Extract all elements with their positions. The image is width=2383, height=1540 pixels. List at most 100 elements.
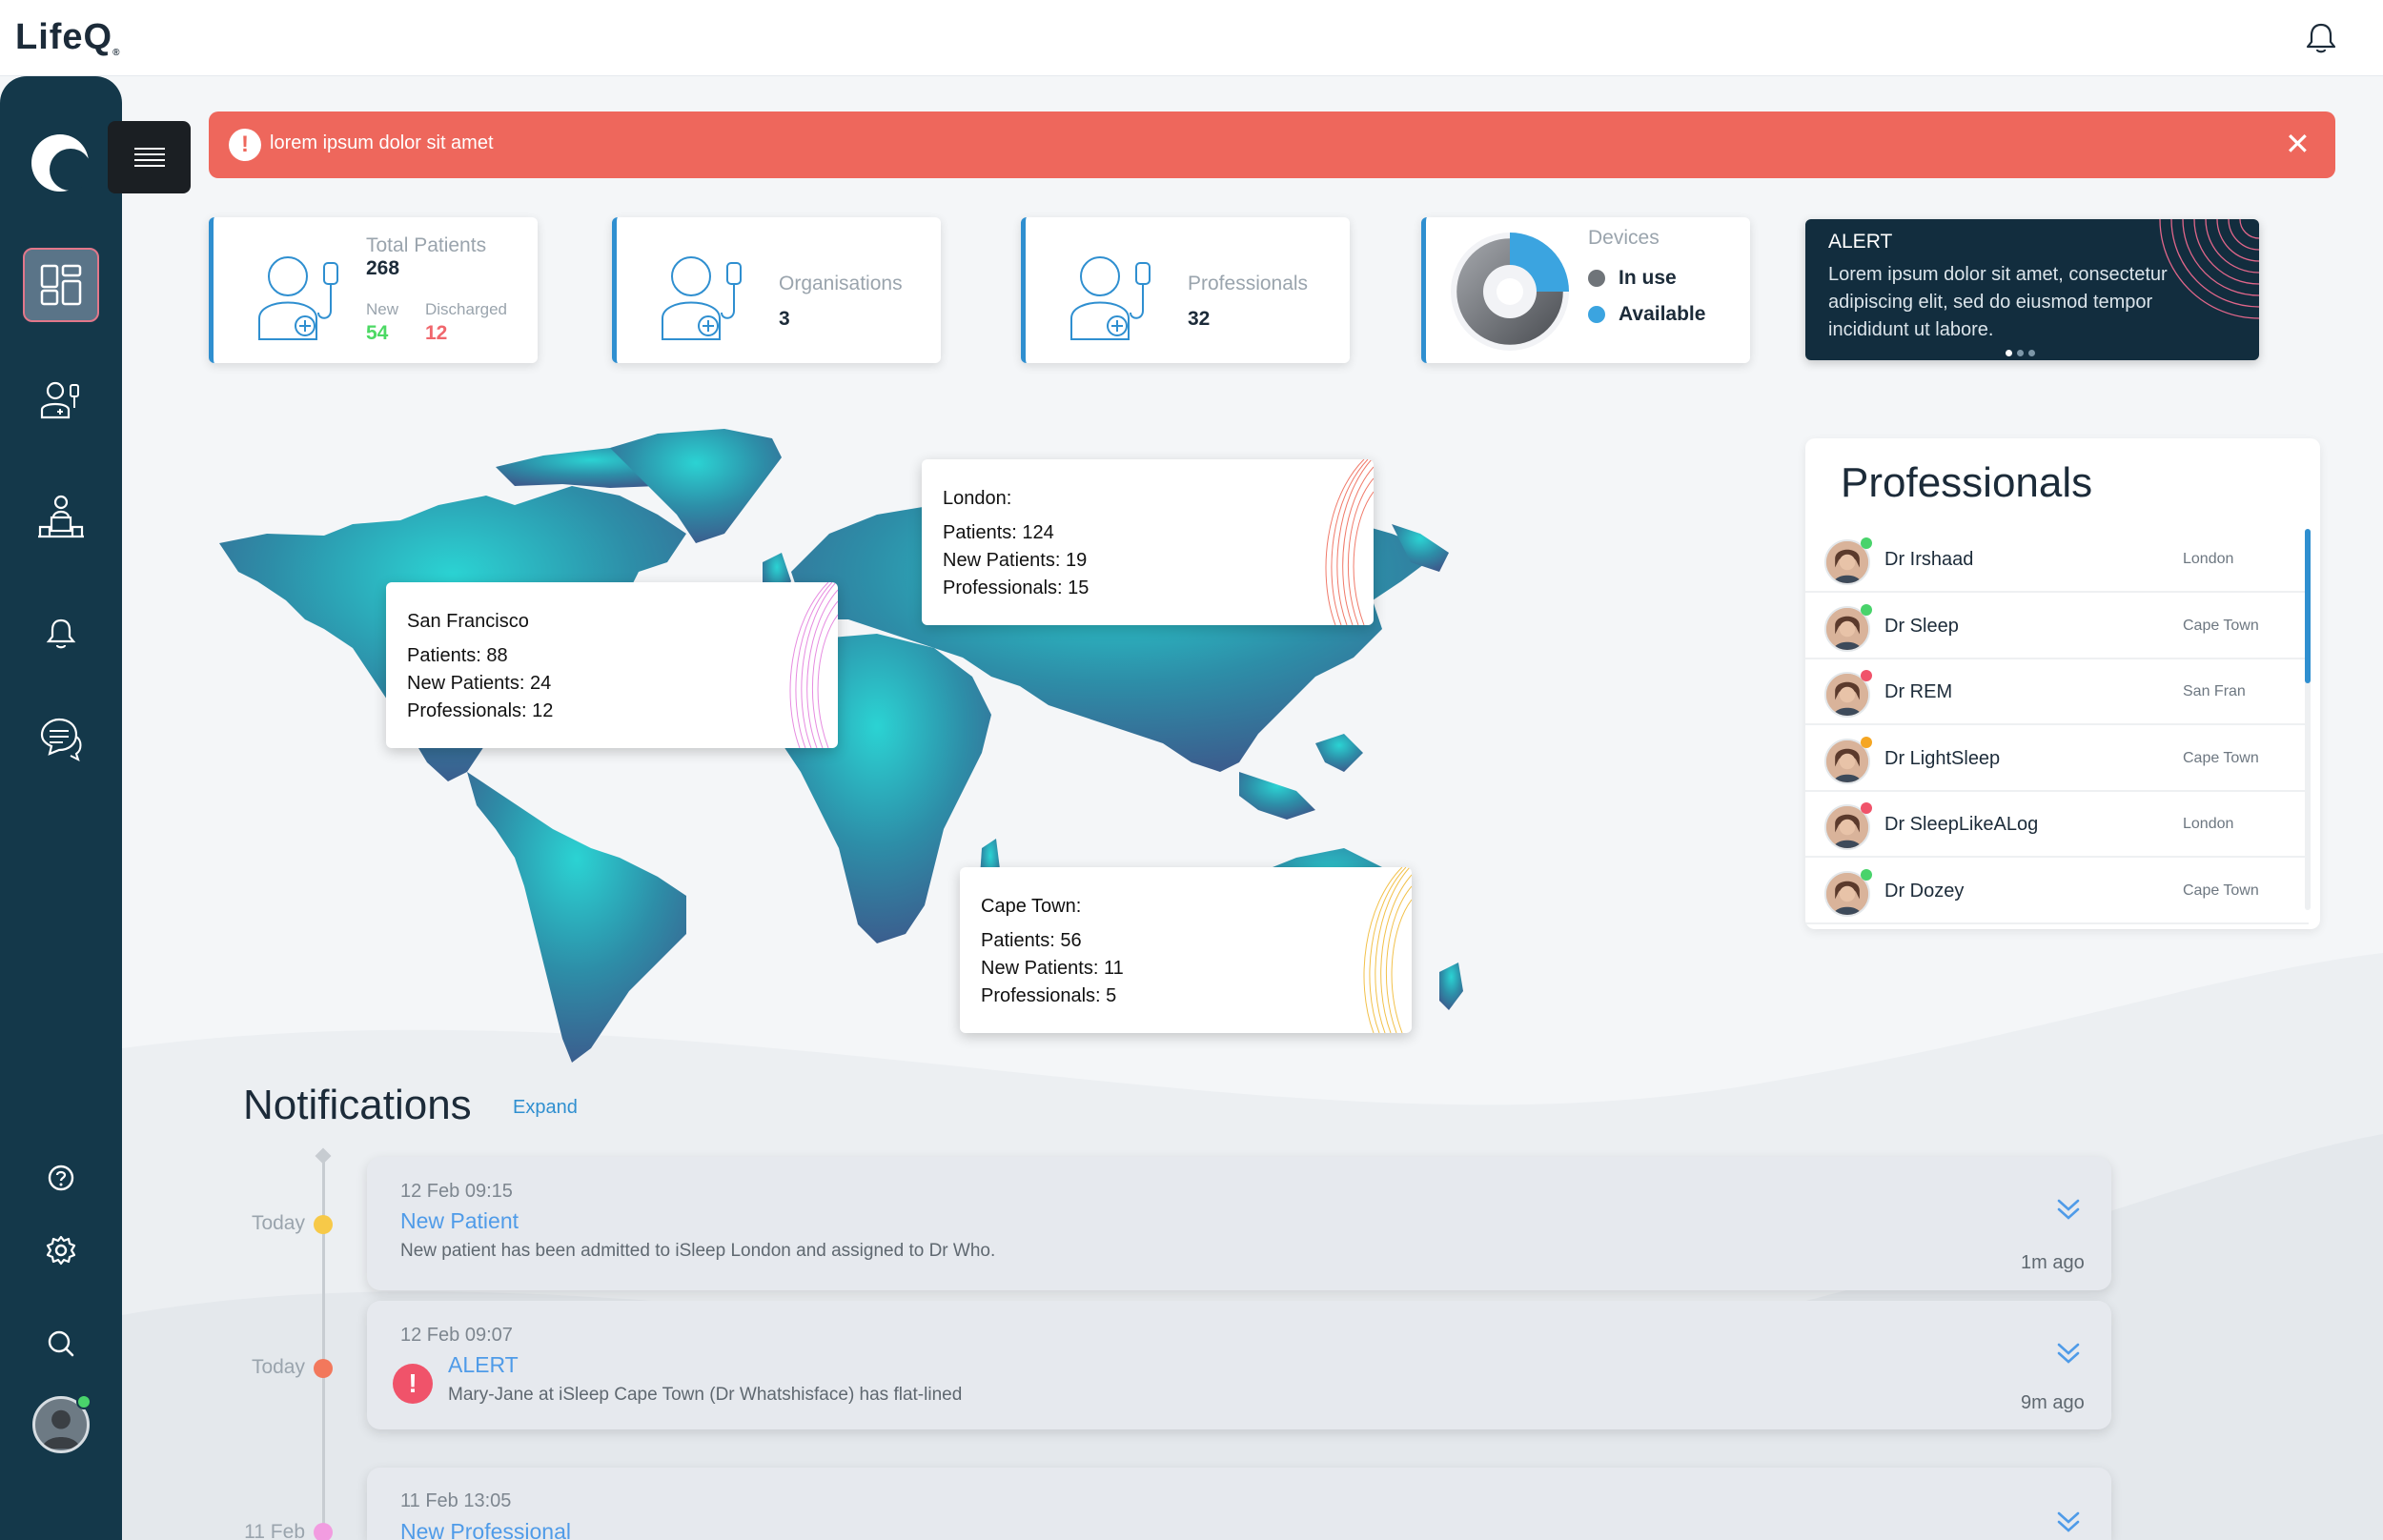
status-dot	[1861, 802, 1872, 814]
sidebar-item-notifications[interactable]	[23, 596, 99, 672]
professional-row[interactable]: Dr Dozey Cape Town	[1805, 860, 2309, 924]
professional-name[interactable]: Dr Sleep	[1884, 615, 1959, 637]
carousel-dot[interactable]	[2028, 350, 2035, 356]
devices-card[interactable]: Devices In use Available	[1421, 217, 1750, 363]
menu-toggle-button[interactable]	[108, 121, 191, 193]
professional-name[interactable]: Dr REM	[1884, 681, 1953, 702]
sidebar-item-organisations[interactable]	[23, 479, 99, 556]
devices-donut-segments	[1456, 233, 1569, 345]
patient-icon	[258, 256, 338, 340]
location-patients: Patients: 56	[981, 930, 1082, 951]
avatar-image	[42, 1409, 80, 1449]
professionals-label: Professionals	[1188, 273, 1309, 294]
professional-row[interactable]: Dr SleepLikeALog London	[1805, 793, 2309, 858]
in-use-legend-dot	[1588, 270, 1605, 287]
professional-city: Cape Town	[2183, 881, 2259, 899]
sidebar-item-patients[interactable]	[23, 362, 99, 438]
location-popup-cape-town[interactable]: Cape Town: Patients: 56 New Patients: 11…	[960, 867, 1412, 1033]
professional-city: Cape Town	[2183, 749, 2259, 766]
expand-link[interactable]: Expand	[513, 1097, 578, 1118]
sidebar-item-dashboard[interactable]	[23, 248, 99, 322]
professionals-card[interactable]: Professionals 32	[1021, 217, 1350, 363]
bell-icon[interactable]	[2302, 19, 2340, 57]
status-dot	[1861, 670, 1872, 681]
app-logo-icon[interactable]	[29, 132, 92, 194]
location-name: London:	[943, 488, 1012, 509]
total-patients-card[interactable]: Total Patients 268 New 54 Discharged 12	[209, 217, 538, 363]
user-avatar[interactable]	[32, 1394, 92, 1453]
location-new-patients: New Patients: 24	[407, 673, 552, 694]
notification-card[interactable]: 12 Feb 09:15 New Patient New patient has…	[367, 1157, 2111, 1290]
location-professionals: Professionals: 5	[981, 985, 1117, 1006]
professional-row[interactable]: Dr Sleep Cape Town	[1805, 595, 2309, 659]
brand-logo[interactable]: LifeQ®	[15, 17, 121, 58]
professional-name[interactable]: Dr Irshaad	[1884, 549, 1974, 570]
sidebar-item-help[interactable]	[23, 1140, 99, 1216]
status-dot	[1861, 603, 1872, 616]
professional-name[interactable]: Dr Dozey	[1884, 880, 1965, 902]
avatar	[1824, 804, 1870, 850]
discharged-value: 12	[425, 322, 448, 344]
notification-timestamp: 12 Feb 09:15	[400, 1181, 513, 1202]
notification-card[interactable]: 11 Feb 13:05 New Professional	[367, 1468, 2111, 1540]
professional-city: Cape Town	[2183, 617, 2259, 634]
close-icon[interactable]: ✕	[2285, 127, 2311, 161]
professional-row[interactable]: Dr LightSleep Cape Town	[1805, 727, 2309, 792]
professional-name[interactable]: Dr LightSleep	[1884, 747, 2001, 769]
notification-time-ago: 9m ago	[2021, 1392, 2085, 1413]
new-label: New	[366, 300, 399, 318]
timeline-line	[322, 1153, 325, 1540]
alert-banner-message: lorem ipsum dolor sit amet	[270, 132, 494, 153]
dashboard-icon	[40, 264, 82, 306]
timeline-label: Today	[251, 1356, 305, 1378]
chevron-double-down-icon[interactable]	[2056, 1197, 2081, 1222]
carousel-indicators[interactable]	[2006, 350, 2035, 356]
professional-row[interactable]: Dr Irshaad London	[1805, 528, 2309, 593]
alert-card-title: ALERT	[1828, 231, 1893, 253]
timeline-dot	[314, 1359, 333, 1378]
carousel-dot[interactable]	[2006, 350, 2012, 356]
notifications-title: Notifications	[243, 1082, 472, 1128]
new-value: 54	[366, 322, 389, 344]
professional-city: London	[2183, 551, 2234, 567]
alert-banner: ! lorem ipsum dolor sit amet ✕	[209, 111, 2335, 178]
search-icon	[48, 1330, 74, 1357]
total-patients-value: 268	[366, 257, 400, 279]
notification-title[interactable]: New Professional	[400, 1519, 571, 1540]
scrollbar-track[interactable]	[2305, 529, 2311, 910]
sidebar-item-chat[interactable]	[23, 700, 99, 777]
location-patients: Patients: 88	[407, 645, 508, 666]
notification-body: Mary-Jane at iSleep Cape Town (Dr Whatsh…	[448, 1385, 963, 1405]
decorative-lines	[1325, 459, 1374, 625]
notification-time-ago: 1m ago	[2021, 1252, 2085, 1273]
location-popup-london[interactable]: London: Patients: 124 New Patients: 19 P…	[922, 459, 1374, 625]
professional-name[interactable]: Dr SleepLikeALog	[1884, 814, 2039, 835]
alert-carousel-card[interactable]: ALERT Lorem ipsum dolor sit amet, consec…	[1805, 219, 2259, 360]
scrollbar-thumb[interactable]	[2305, 529, 2311, 683]
professional-row[interactable]: Dr REM San Fran	[1805, 660, 2309, 725]
decorative-lines	[1363, 867, 1412, 1033]
carousel-dot[interactable]	[2017, 350, 2024, 356]
online-status-dot	[76, 1394, 92, 1409]
devices-donut-chart	[1451, 233, 1569, 351]
professional-city: London	[2183, 816, 2234, 832]
location-patients: Patients: 124	[943, 522, 1054, 543]
organisation-icon	[38, 495, 84, 538]
avatar	[1824, 605, 1870, 652]
location-popup-san-francisco[interactable]: San Francisco Patients: 88 New Patients:…	[386, 582, 838, 748]
sidebar-item-settings[interactable]	[23, 1212, 99, 1288]
chevron-double-down-icon[interactable]	[2056, 1510, 2081, 1534]
professional-city: San Fran	[2183, 683, 2246, 699]
notification-card[interactable]: 12 Feb 09:07 ! ALERT Mary-Jane at iSleep…	[367, 1301, 2111, 1429]
donut-segment-available	[1510, 233, 1569, 292]
location-name: San Francisco	[407, 611, 529, 632]
notification-timestamp: 11 Feb 13:05	[400, 1490, 512, 1511]
notification-title[interactable]: ALERT	[448, 1352, 519, 1377]
notification-title[interactable]: New Patient	[400, 1208, 519, 1233]
chevron-double-down-icon[interactable]	[2056, 1341, 2081, 1366]
south-america-landmass	[467, 772, 686, 1063]
professionals-panel: Professionals Dr Irshaad London Dr Sleep Ca…	[1805, 438, 2320, 929]
sidebar-item-search[interactable]	[23, 1306, 99, 1382]
organisations-card[interactable]: Organisations 3	[612, 217, 941, 363]
greenland-landmass	[610, 429, 782, 543]
